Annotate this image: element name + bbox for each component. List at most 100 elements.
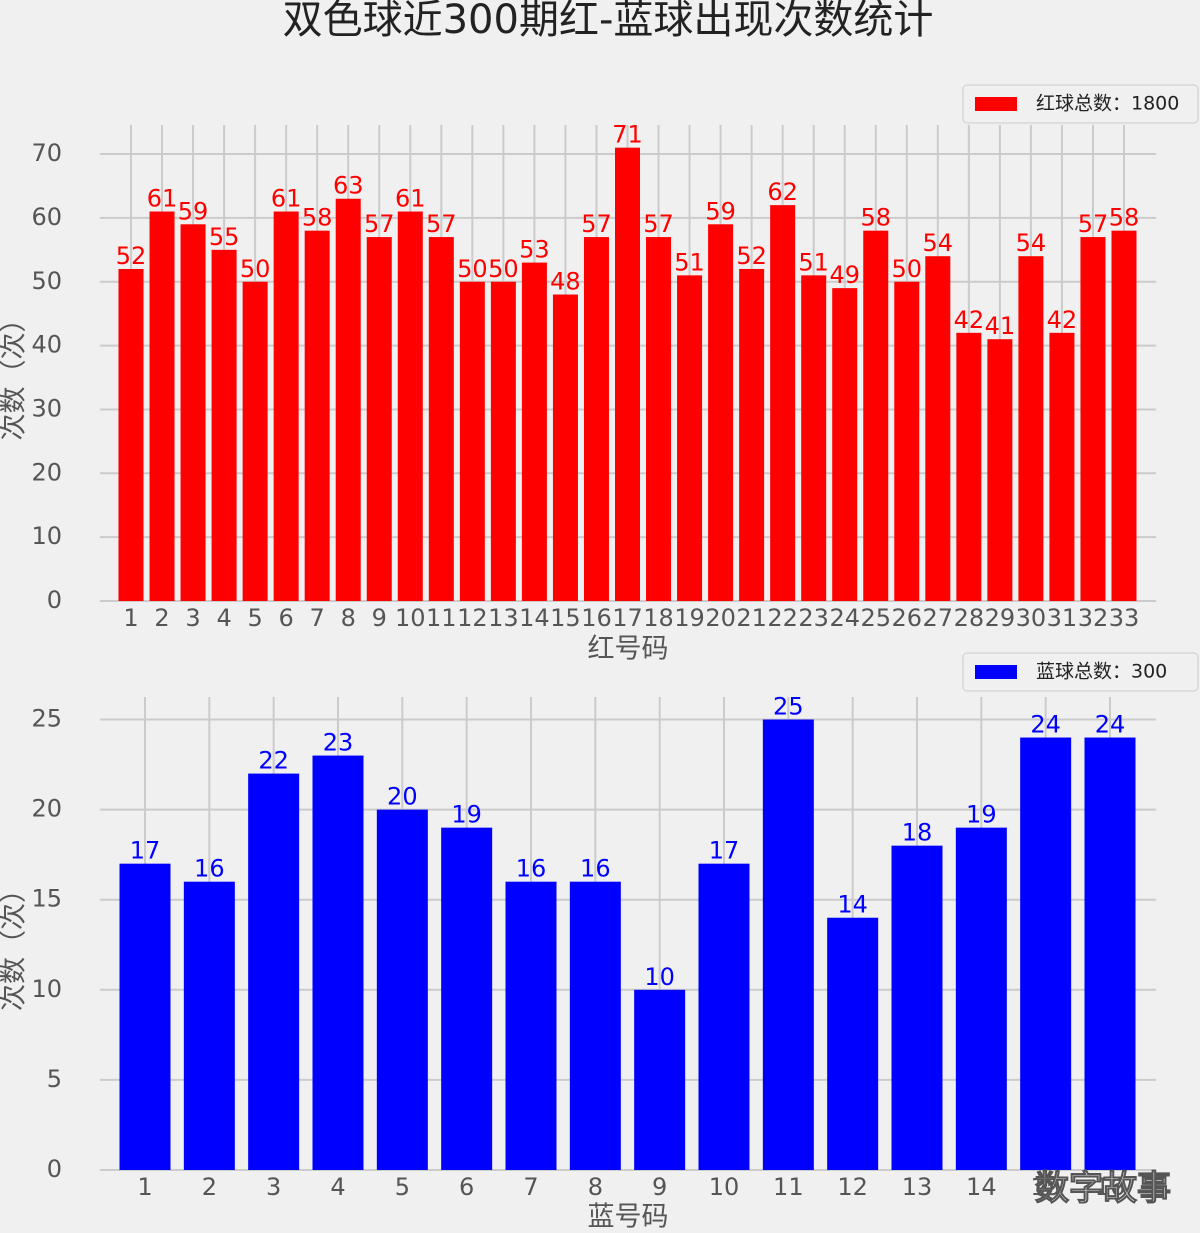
value-label: 61 xyxy=(271,185,302,213)
y-tick-label: 10 xyxy=(31,975,62,1003)
value-label: 50 xyxy=(240,255,271,283)
y-tick-label: 50 xyxy=(31,267,62,295)
x-tick-label: 29 xyxy=(985,604,1016,632)
y-tick-label: 10 xyxy=(31,522,62,550)
bar xyxy=(646,237,672,601)
x-tick-label: 9 xyxy=(372,604,387,632)
bar xyxy=(428,237,454,601)
bar xyxy=(894,281,920,601)
y-tick-label: 40 xyxy=(31,331,62,359)
bar xyxy=(211,249,237,601)
bar xyxy=(366,237,392,601)
value-label: 16 xyxy=(516,855,547,883)
x-tick-label: 3 xyxy=(185,604,200,632)
value-label: 57 xyxy=(364,210,395,238)
value-label: 22 xyxy=(258,747,289,775)
x-tick-label: 15 xyxy=(550,604,581,632)
bar xyxy=(1020,737,1072,1170)
figure-title: 双色球近300期红-蓝球出现次数统计 xyxy=(283,0,934,43)
legend-swatch xyxy=(975,665,1017,679)
x-tick-label: 17 xyxy=(612,604,643,632)
x-tick-label: 16 xyxy=(581,604,612,632)
y-tick-label: 25 xyxy=(31,705,62,733)
bar xyxy=(376,809,428,1170)
value-label: 51 xyxy=(674,248,705,276)
value-label: 59 xyxy=(178,197,209,225)
x-tick-label: 10 xyxy=(395,604,426,632)
x-tick-label: 21 xyxy=(736,604,767,632)
value-label: 49 xyxy=(829,261,860,289)
x-tick-label: 9 xyxy=(652,1173,667,1201)
bar xyxy=(312,755,364,1170)
value-label: 17 xyxy=(709,837,740,865)
y-tick-label: 0 xyxy=(47,1155,62,1183)
bar xyxy=(1080,237,1106,601)
y-tick-label: 15 xyxy=(31,885,62,913)
bar xyxy=(118,268,144,601)
bar xyxy=(569,881,621,1170)
watermark: 数字故事 xyxy=(1035,1169,1171,1209)
x-tick-label: 4 xyxy=(216,604,231,632)
value-label: 16 xyxy=(194,855,225,883)
value-label: 19 xyxy=(966,801,997,829)
value-label: 50 xyxy=(488,255,519,283)
y-tick-label: 20 xyxy=(31,458,62,486)
value-label: 58 xyxy=(302,204,333,232)
bar xyxy=(891,845,943,1170)
x-tick-label: 16 xyxy=(1095,1173,1126,1201)
value-label: 48 xyxy=(550,268,581,296)
value-label: 58 xyxy=(1109,204,1140,232)
x-tick-label: 19 xyxy=(674,604,705,632)
y-axis-label: 次数（次） xyxy=(0,876,30,1011)
x-tick-label: 2 xyxy=(154,604,169,632)
x-tick-label: 11 xyxy=(426,604,457,632)
value-label: 57 xyxy=(643,210,674,238)
bar xyxy=(762,719,814,1170)
x-tick-label: 32 xyxy=(1078,604,1109,632)
value-label: 19 xyxy=(451,801,482,829)
bar xyxy=(832,288,858,601)
x-tick-label: 3 xyxy=(266,1173,281,1201)
bar xyxy=(863,230,889,601)
legend-box xyxy=(962,84,1199,124)
value-label: 14 xyxy=(837,891,868,919)
x-tick-label: 15 xyxy=(1030,1173,1061,1201)
bar xyxy=(925,256,951,601)
value-label: 51 xyxy=(798,248,829,276)
x-tick-label: 28 xyxy=(954,604,985,632)
x-tick-label: 23 xyxy=(798,604,829,632)
value-label: 57 xyxy=(581,210,612,238)
x-tick-label: 2 xyxy=(202,1173,217,1201)
x-tick-label: 6 xyxy=(279,604,294,632)
y-tick-label: 20 xyxy=(31,795,62,823)
bar xyxy=(1049,332,1075,601)
x-tick-label: 26 xyxy=(892,604,923,632)
x-tick-label: 27 xyxy=(923,604,954,632)
legend-label: 红球总数：1800 xyxy=(1036,93,1179,115)
x-tick-label: 6 xyxy=(459,1173,474,1201)
bar xyxy=(739,268,765,601)
value-label: 58 xyxy=(860,204,891,232)
bar xyxy=(248,773,300,1170)
value-label: 52 xyxy=(736,242,767,270)
x-tick-label: 1 xyxy=(123,604,138,632)
bar xyxy=(273,211,299,602)
x-tick-label: 18 xyxy=(643,604,674,632)
bar xyxy=(956,332,982,601)
x-tick-label: 14 xyxy=(966,1173,997,1201)
value-label: 52 xyxy=(116,242,147,270)
bar xyxy=(119,863,171,1170)
bar xyxy=(505,881,557,1170)
legend-box xyxy=(962,652,1199,692)
bar xyxy=(459,281,485,601)
x-tick-label: 12 xyxy=(837,1173,868,1201)
value-label: 62 xyxy=(767,178,798,206)
value-label: 55 xyxy=(209,223,240,251)
value-label: 54 xyxy=(923,229,954,257)
bar xyxy=(521,262,547,601)
bar xyxy=(1018,256,1044,601)
value-label: 17 xyxy=(130,837,161,865)
x-tick-label: 13 xyxy=(488,604,519,632)
